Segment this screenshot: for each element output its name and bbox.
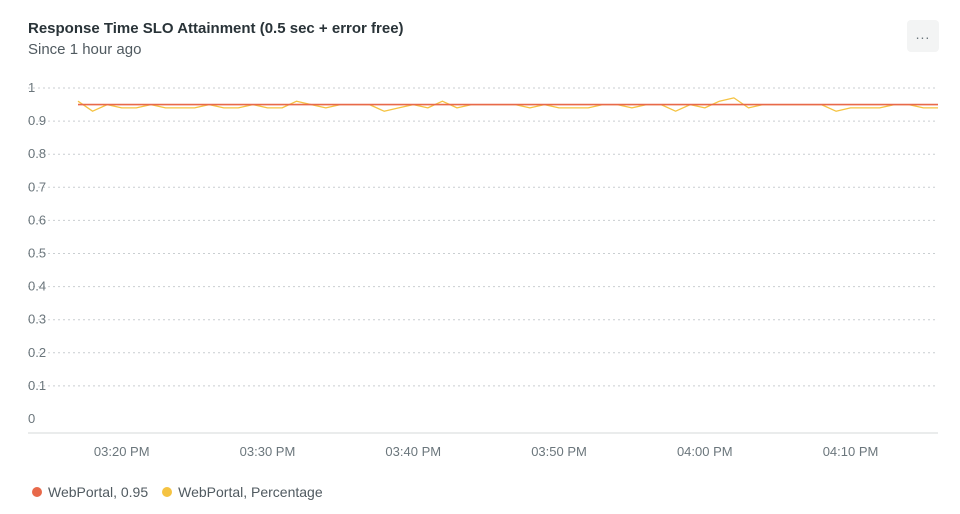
- y-tick-label: 0.3: [28, 312, 46, 327]
- legend: WebPortal, 0.95 WebPortal, Percentage: [32, 484, 337, 500]
- chart-title: Response Time SLO Attainment (0.5 sec + …: [28, 20, 404, 37]
- ellipsis-icon: ...: [915, 26, 931, 42]
- y-tick-label: 0: [28, 411, 35, 426]
- y-tick-label: 0.2: [28, 345, 46, 360]
- y-tick-label: 0.5: [28, 246, 46, 261]
- grid-lines: [28, 87, 938, 387]
- y-tick-label: 0.7: [28, 179, 46, 194]
- x-tick-label: 04:00 PM: [677, 444, 733, 459]
- legend-label: WebPortal, 0.95: [48, 484, 149, 500]
- more-options-button[interactable]: ...: [907, 20, 939, 52]
- x-tick-label: 03:50 PM: [531, 444, 587, 459]
- y-tick-label: 0.8: [28, 146, 46, 161]
- x-axis-ticks: 03:20 PM 03:30 PM 03:40 PM 03:50 PM 04:00 PM…: [94, 444, 878, 459]
- y-tick-label: 0.6: [28, 212, 46, 227]
- x-tick-label: 03:30 PM: [240, 444, 296, 459]
- legend-item-percentage[interactable]: WebPortal, Percentage: [162, 484, 323, 500]
- x-tick-label: 04:10 PM: [823, 444, 879, 459]
- y-tick-label: 0.9: [28, 113, 46, 128]
- x-tick-label: 03:40 PM: [385, 444, 441, 459]
- series-lines: [77, 97, 938, 112]
- legend-label: WebPortal, Percentage: [178, 484, 323, 500]
- legend-item-threshold[interactable]: WebPortal, 0.95: [32, 484, 148, 500]
- legend-dot-icon: [32, 487, 42, 497]
- y-tick-label: 1: [28, 80, 35, 95]
- legend-dot-icon: [162, 487, 173, 497]
- y-tick-label: 0.4: [28, 279, 46, 294]
- chart-subtitle: Since 1 hour ago: [28, 41, 142, 58]
- x-tick-label: 03:20 PM: [94, 444, 150, 459]
- y-axis-ticks: 0 0.1 0.2 0.3 0.4 0.5 0.6 0.7 0.8 0.9 1: [28, 80, 46, 426]
- y-tick-label: 0.1: [28, 378, 46, 393]
